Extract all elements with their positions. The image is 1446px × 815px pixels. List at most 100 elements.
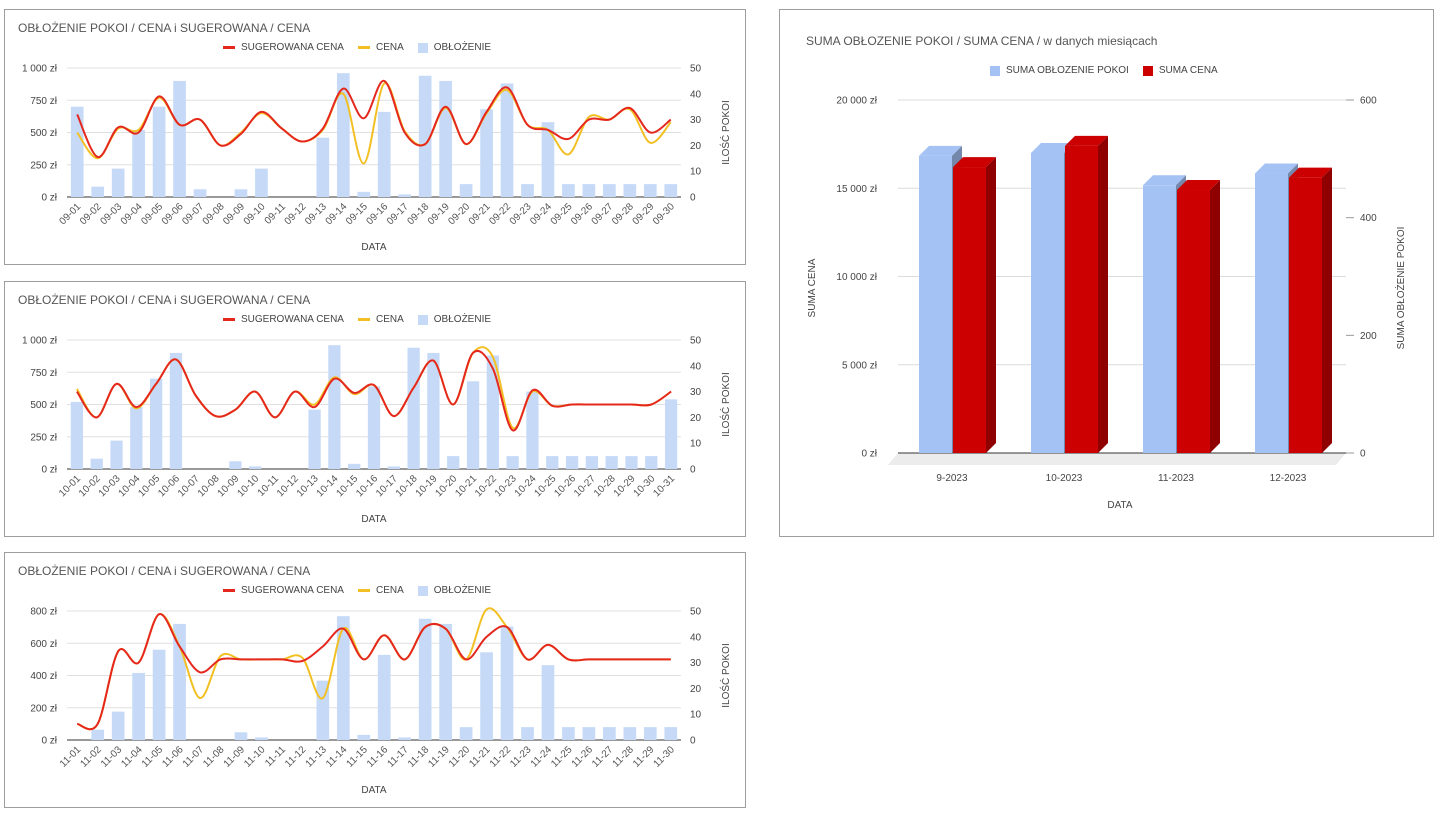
x-axis-title: DATA (361, 514, 387, 525)
x-tick-label: 10-10 (235, 473, 261, 499)
x-tick-label: 09-25 (549, 201, 575, 227)
x-tick-label: 11-27 (590, 744, 616, 770)
y-tick-label-right: 20 (690, 413, 702, 424)
x-tick-label: 09-23 (508, 201, 534, 227)
occupancy-bar (582, 727, 596, 740)
x-tick-label: 10-07 (176, 473, 202, 499)
occupancy-bar (377, 654, 391, 740)
y-tick-label-left: 500 zł (30, 128, 57, 139)
y-tick-label-left: 600 zł (30, 639, 57, 650)
y-tick-label-right: 10 (690, 710, 702, 721)
occupancy-bar (387, 466, 400, 469)
occupancy-bar (439, 80, 452, 197)
occupancy-bar (398, 737, 412, 740)
suggested-price-line (76, 613, 671, 731)
occupancy-bar (562, 184, 575, 197)
x-tick-label: 11-09 (222, 744, 248, 770)
occupancy-bar (90, 458, 103, 469)
occupancy-bar (526, 391, 539, 469)
x-tick-label: 09-10 (242, 201, 268, 227)
x-tick-label: 11-2023 (1158, 473, 1194, 484)
price-sum-bar-side (1098, 135, 1108, 453)
y-tick-label-right: 20 (690, 684, 702, 695)
y-tick-label-left: 400 zł (30, 671, 57, 682)
occupancy-bar (173, 80, 186, 197)
x-tick-label: 09-11 (263, 201, 289, 227)
price-sum-bar (1289, 177, 1322, 453)
legend-item-price-sum: SUMA CENA (1142, 65, 1218, 76)
occupancy-bar (664, 727, 678, 740)
x-tick-label: 09-12 (283, 201, 309, 227)
x-tick-label: 12-2023 (1270, 473, 1307, 484)
x-tick-label: 10-30 (632, 473, 658, 499)
y-tick-label-right: 10 (690, 439, 702, 450)
price-sum-bar (1065, 145, 1098, 453)
x-tick-label: 10-02 (77, 473, 103, 499)
x-tick-label: 10-12 (275, 473, 301, 499)
legend-item-suggested: SUGEROWANA CENA (223, 585, 344, 596)
x-tick-label: 09-02 (78, 201, 104, 227)
y-tick-label-right: 0 (690, 193, 696, 204)
x-tick-label: 09-24 (528, 201, 554, 227)
x-tick-label: 11-14 (324, 744, 350, 770)
x-tick-label: 10-17 (374, 473, 400, 499)
legend-item-occupancy: OBŁOŻENIE (417, 585, 491, 596)
y-tick-label-right: 0 (690, 465, 696, 476)
y-tick-label-right: 50 (690, 336, 702, 347)
x-tick-label: 10-18 (394, 473, 420, 499)
x-tick-label: 11-02 (78, 744, 104, 770)
y-tick-label-right: 30 (690, 387, 702, 398)
occupancy-bar (418, 618, 432, 740)
x-tick-label: 10-06 (156, 473, 182, 499)
occupancy-bar (70, 401, 84, 469)
x-tick-label: 11-12 (283, 744, 309, 770)
x-tick-label: 09-04 (119, 201, 145, 227)
x-tick-label: 09-03 (98, 201, 124, 227)
x-tick-label: 10-16 (354, 473, 380, 499)
x-tick-label: 11-30 (652, 744, 678, 770)
price-sum-bar-top (1065, 135, 1108, 146)
occupancy-bar (664, 399, 678, 469)
occupancy-bar (585, 456, 599, 469)
y-tick-label-left: 800 zł (30, 607, 57, 618)
price-sum-bar-side (986, 157, 996, 453)
x-tick-label: 09-07 (180, 201, 206, 227)
suggested-price-line (76, 79, 672, 158)
x-tick-label: 11-26 (570, 744, 596, 770)
occupancy-bar (149, 378, 163, 469)
occupancy-bar (398, 194, 412, 197)
x-tick-label: 10-25 (533, 473, 559, 499)
x-tick-label: 10-21 (453, 473, 479, 499)
occupancy-bar (603, 727, 616, 740)
y-tick-label-left: 20 000 zł (836, 96, 877, 107)
occupancy-bar (418, 75, 432, 197)
occupancy-bar (348, 463, 361, 469)
x-tick-label: 11-21 (467, 744, 493, 770)
legend-item-occupancy: OBŁOŻENIE (417, 314, 491, 325)
chart-legend: SUMA OBŁOZENIE POKOI SUMA CENA (990, 65, 1218, 76)
legend-item-occupancy-sum: SUMA OBŁOZENIE POKOI (990, 65, 1129, 76)
y-tick-label-left: 1 000 zł (22, 64, 58, 75)
suggested-price-line (76, 349, 672, 432)
occupancy-sum-bar (919, 155, 952, 453)
x-tick-label: 09-19 (426, 201, 452, 227)
chart-legend: SUGEROWANA CENA CENA OBŁOŻENIE (223, 42, 491, 53)
chart-title: OBŁOŻENIE POKOI / CENA i SUGEROWANA / CE… (18, 21, 311, 35)
x-tick-label: 10-31 (651, 473, 677, 499)
x-tick-label: 11-17 (385, 744, 411, 770)
x-tick-label: 11-07 (181, 744, 207, 770)
occupancy-sum-bar (1031, 152, 1064, 453)
occupancy-bar (377, 111, 391, 197)
x-tick-label: 11-28 (611, 744, 637, 770)
x-tick-label: 09-29 (631, 201, 657, 227)
chart-title: SUMA OBŁOZENIE POKOI / SUMA CENA / w dan… (806, 34, 1158, 48)
x-tick-label: 10-19 (414, 473, 440, 499)
occupancy-bar (328, 345, 341, 469)
combo-chart-october: 0 zł 250 zł 500 zł 750 zł 1 000 zł 0 10 20 30 40 5… (22, 336, 732, 526)
x-tick-label: 11-04 (119, 744, 145, 770)
price-line (76, 607, 671, 731)
occupancy-bar (234, 189, 248, 197)
occupancy-bar (447, 456, 460, 469)
occupancy-bar (603, 184, 616, 197)
occupancy-bar (357, 734, 371, 740)
